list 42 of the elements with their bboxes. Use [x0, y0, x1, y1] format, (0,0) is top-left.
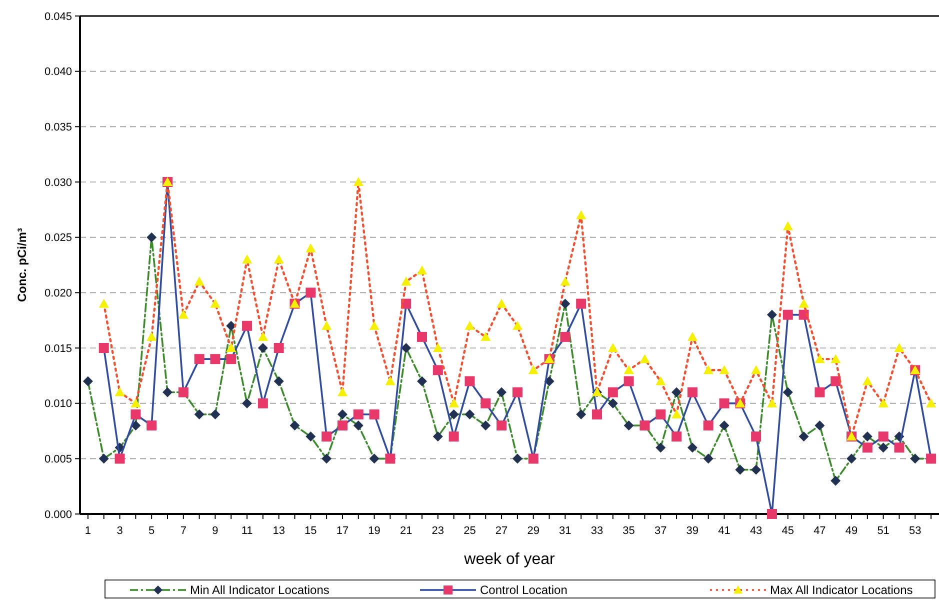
y-axis-title: Conc. pCi/m³	[15, 228, 29, 302]
x-tick-label: 19	[368, 525, 380, 537]
x-tick-label: 17	[336, 525, 349, 537]
legend-label: Control Location	[480, 583, 568, 598]
y-tick-label: 0.000	[44, 508, 72, 521]
y-tick-label: 0.005	[44, 454, 72, 466]
y-tick-label: 0.030	[44, 176, 72, 189]
x-tick-label: 45	[782, 525, 794, 537]
x-tick-label: 27	[495, 525, 508, 537]
legend-label: Max All Indicator Locations	[770, 583, 913, 598]
x-tick-label: 29	[527, 525, 540, 537]
x-tick-label: 11	[241, 525, 253, 537]
x-tick-label: 39	[686, 525, 699, 537]
x-tick-label: 33	[590, 525, 604, 537]
x-tick-label: 9	[212, 525, 218, 537]
x-tick-label: 43	[750, 525, 762, 537]
x-tick-label: 23	[432, 525, 444, 537]
y-tick-label: 0.045	[44, 10, 72, 23]
y-tick-label: 0.025	[44, 232, 72, 244]
y-tick-label: 0.020	[44, 288, 72, 300]
y-tick-label: 0.035	[44, 122, 72, 134]
x-tick-label: 53	[909, 525, 922, 537]
y-tick-label: 0.010	[44, 398, 72, 410]
x-tick-label: 51	[877, 525, 890, 537]
x-axis-title: week of year	[463, 551, 556, 568]
x-tick-label: 25	[464, 525, 476, 537]
y-tick-label: 0.040	[44, 66, 72, 78]
x-tick-label: 37	[654, 525, 667, 537]
x-tick-label: 15	[304, 525, 317, 537]
x-tick-label: 13	[272, 525, 285, 537]
x-tick-label: 41	[718, 525, 730, 537]
x-tick-label: 35	[622, 525, 635, 537]
y-tick-label: 0.015	[44, 342, 72, 355]
x-tick-label: 31	[559, 525, 572, 537]
legend-label: Min All Indicator Locations	[190, 583, 330, 598]
x-tick-label: 21	[400, 525, 412, 537]
x-tick-label: 7	[180, 525, 186, 537]
x-tick-label: 49	[845, 525, 858, 537]
x-tick-label: 5	[148, 525, 155, 537]
x-tick-label: 47	[814, 525, 826, 537]
x-tick-label: 1	[84, 525, 92, 537]
x-tick-label: 3	[116, 525, 123, 537]
